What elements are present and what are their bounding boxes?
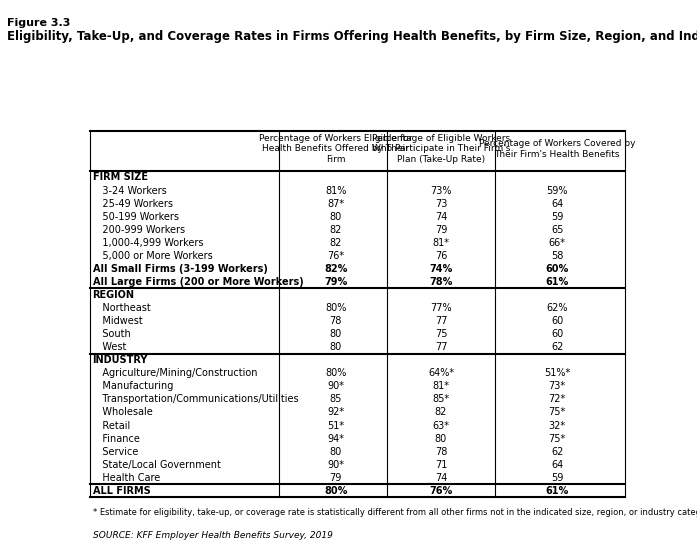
Text: Midwest: Midwest [93,316,142,326]
Text: 74: 74 [435,212,447,222]
Text: 25-49 Workers: 25-49 Workers [93,199,173,208]
Text: 79%: 79% [324,277,347,287]
Text: All Large Firms (200 or More Workers): All Large Firms (200 or More Workers) [93,277,303,287]
Text: 59: 59 [551,473,563,483]
Text: * Estimate for eligibility, take-up, or coverage rate is statistically different: * Estimate for eligibility, take-up, or … [93,508,697,517]
Text: West: West [93,342,126,352]
Text: 82: 82 [435,408,447,417]
Text: Finance: Finance [93,434,139,444]
Text: 77%: 77% [430,303,452,313]
Text: 76: 76 [435,251,447,261]
Text: 76%: 76% [429,486,452,496]
Text: 78%: 78% [429,277,452,287]
Text: 75*: 75* [549,408,566,417]
Text: 78: 78 [330,316,342,326]
Text: 75*: 75* [549,434,566,444]
Text: 80%: 80% [325,368,346,379]
Text: 64: 64 [551,199,563,208]
Text: 64%*: 64%* [428,368,454,379]
Text: REGION: REGION [93,290,135,300]
Text: South: South [93,329,130,339]
Text: 73*: 73* [549,381,566,391]
Text: 90*: 90* [327,381,344,391]
Text: 80: 80 [435,434,447,444]
Text: 3-24 Workers: 3-24 Workers [93,185,167,195]
Text: 85: 85 [330,394,342,404]
Text: 80%: 80% [325,303,346,313]
Text: 200-999 Workers: 200-999 Workers [93,225,185,235]
Text: 94*: 94* [327,434,344,444]
Text: 80%: 80% [324,486,347,496]
Text: INDUSTRY: INDUSTRY [93,355,148,365]
Text: Transportation/Communications/Utilities: Transportation/Communications/Utilities [93,394,298,404]
Text: 74%: 74% [429,264,452,274]
Text: 80: 80 [330,329,342,339]
Text: 92*: 92* [327,408,344,417]
Text: Retail: Retail [93,421,130,430]
Text: 81*: 81* [432,238,450,248]
Text: 61%: 61% [546,486,569,496]
Text: 82%: 82% [324,264,347,274]
Text: 66*: 66* [549,238,565,248]
Text: 1,000-4,999 Workers: 1,000-4,999 Workers [93,238,203,248]
Text: Percentage of Workers Eligible for
Health Benefits Offered by Their
Firm: Percentage of Workers Eligible for Healt… [259,134,413,164]
Text: 73%: 73% [430,185,452,195]
Text: 79: 79 [330,473,342,483]
Text: 65: 65 [551,225,563,235]
Text: 78: 78 [435,447,447,457]
Text: 80: 80 [330,212,342,222]
Text: 77: 77 [435,316,447,326]
Text: FIRM SIZE: FIRM SIZE [93,172,148,183]
Text: 60: 60 [551,329,563,339]
Text: 73: 73 [435,199,447,208]
Text: 51*: 51* [327,421,344,430]
Text: 74: 74 [435,473,447,483]
Text: Service: Service [93,447,138,457]
Text: 60%: 60% [546,264,569,274]
Text: 59%: 59% [546,185,568,195]
Text: 50-199 Workers: 50-199 Workers [93,212,178,222]
Text: SOURCE: KFF Employer Health Benefits Survey, 2019: SOURCE: KFF Employer Health Benefits Sur… [93,531,332,540]
Text: Figure 3.3: Figure 3.3 [7,18,70,27]
Text: Agriculture/Mining/Construction: Agriculture/Mining/Construction [93,368,257,379]
Text: 62: 62 [551,447,563,457]
Text: 5,000 or More Workers: 5,000 or More Workers [93,251,213,261]
Text: 61%: 61% [546,277,569,287]
Text: 32*: 32* [549,421,566,430]
Text: Manufacturing: Manufacturing [93,381,173,391]
Text: 85*: 85* [432,394,450,404]
Text: 80: 80 [330,342,342,352]
Text: 90*: 90* [327,459,344,470]
Text: 81%: 81% [325,185,346,195]
Text: 80: 80 [330,447,342,457]
Text: 82: 82 [330,238,342,248]
Text: 59: 59 [551,212,563,222]
Text: Eligibility, Take-Up, and Coverage Rates in Firms Offering Health Benefits, by F: Eligibility, Take-Up, and Coverage Rates… [7,30,697,43]
Text: Northeast: Northeast [93,303,151,313]
Text: 62%: 62% [546,303,568,313]
Text: ALL FIRMS: ALL FIRMS [93,486,151,496]
Text: 81*: 81* [432,381,450,391]
Text: Health Care: Health Care [93,473,160,483]
Text: 60: 60 [551,316,563,326]
Text: 79: 79 [435,225,447,235]
Text: Percentage of Eligible Workers
Who Participate in Their Firm's
Plan (Take-Up Rat: Percentage of Eligible Workers Who Parti… [372,134,510,164]
Text: 58: 58 [551,251,563,261]
Text: 51%*: 51%* [544,368,570,379]
Text: 76*: 76* [327,251,344,261]
Text: 82: 82 [330,225,342,235]
Text: State/Local Government: State/Local Government [93,459,220,470]
Text: Percentage of Workers Covered by
Their Firm's Health Benefits: Percentage of Workers Covered by Their F… [479,139,636,159]
Text: 63*: 63* [432,421,450,430]
Text: 62: 62 [551,342,563,352]
Text: 77: 77 [435,342,447,352]
Text: 87*: 87* [327,199,344,208]
Text: Wholesale: Wholesale [93,408,152,417]
Text: All Small Firms (3-199 Workers): All Small Firms (3-199 Workers) [93,264,268,274]
Text: 72*: 72* [549,394,566,404]
Text: 71: 71 [435,459,447,470]
Text: 75: 75 [435,329,447,339]
Text: 64: 64 [551,459,563,470]
